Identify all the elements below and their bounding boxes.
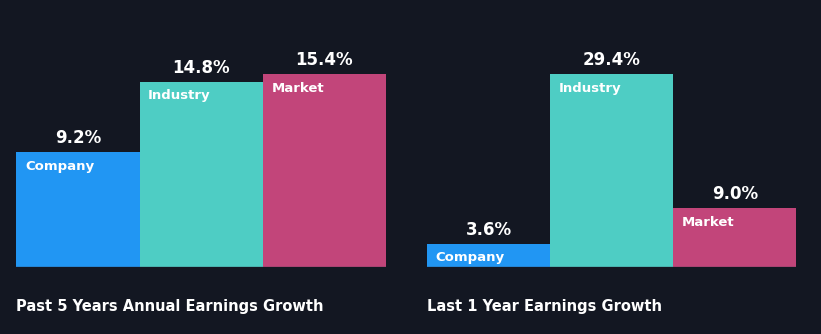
Text: 9.0%: 9.0% xyxy=(712,185,758,203)
Text: 9.2%: 9.2% xyxy=(55,129,101,147)
Text: 29.4%: 29.4% xyxy=(583,51,640,69)
Text: Company: Company xyxy=(436,251,505,264)
Text: 3.6%: 3.6% xyxy=(466,221,511,239)
Bar xyxy=(263,74,386,267)
Text: 14.8%: 14.8% xyxy=(172,59,230,77)
Text: Market: Market xyxy=(681,216,735,229)
Text: 15.4%: 15.4% xyxy=(296,51,353,69)
Bar xyxy=(427,243,550,267)
Text: Past 5 Years Annual Earnings Growth: Past 5 Years Annual Earnings Growth xyxy=(16,299,324,314)
Text: Company: Company xyxy=(25,160,94,173)
Text: Industry: Industry xyxy=(149,90,211,102)
Text: Market: Market xyxy=(271,82,324,95)
Bar xyxy=(16,152,140,267)
Bar xyxy=(550,74,673,267)
Bar xyxy=(673,208,796,267)
Bar xyxy=(140,81,263,267)
Text: Last 1 Year Earnings Growth: Last 1 Year Earnings Growth xyxy=(427,299,662,314)
Text: Industry: Industry xyxy=(559,82,621,95)
